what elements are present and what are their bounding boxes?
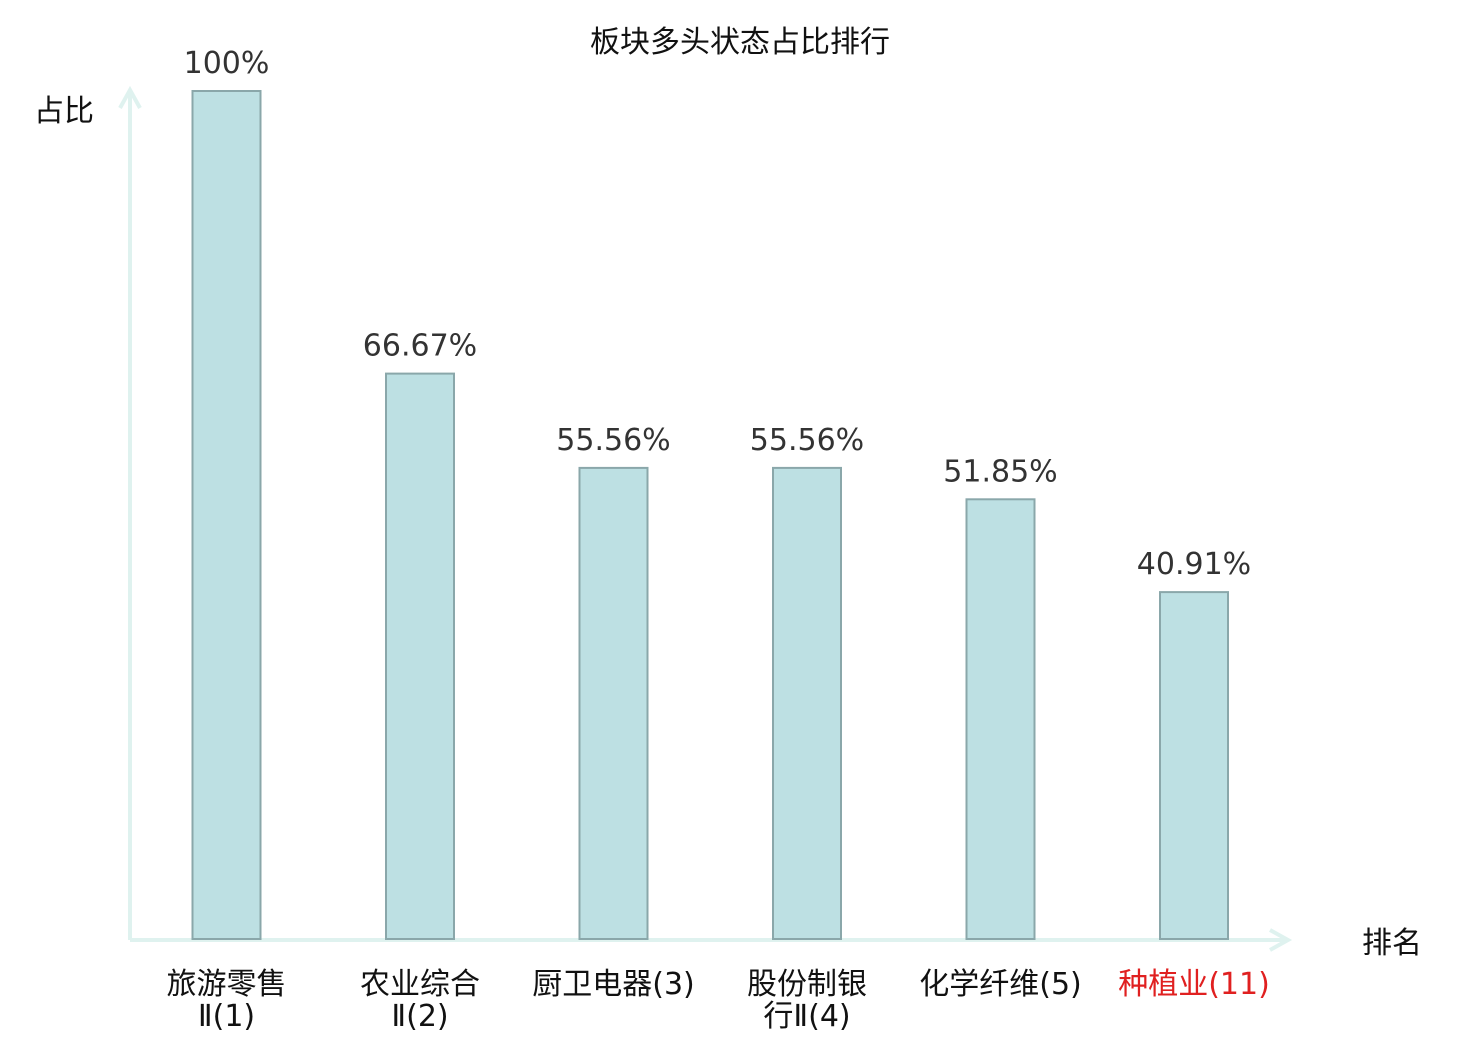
tick-label-1-line-1: 旅游零售 (167, 967, 287, 1002)
bar-2 (385, 372, 455, 941)
axes (118, 85, 1293, 952)
bars-group (191, 90, 1229, 941)
tick-label-5: 化学纤维(5) (919, 967, 1082, 1002)
x-axis-arrow (1269, 928, 1293, 952)
bar-5 (965, 498, 1036, 940)
y-axis-label: 占比 (34, 94, 94, 129)
tick-label-6-line-1: 种植业(11) (1118, 967, 1270, 1002)
value-label-4: 55.56% (750, 423, 864, 458)
tick-label-2-line-2: Ⅱ(2) (391, 999, 448, 1034)
bar-1 (191, 90, 262, 940)
value-label-6: 40.91% (1137, 547, 1251, 582)
tick-label-4-line-2: 行Ⅱ(4) (763, 999, 850, 1034)
chart-title: 板块多头状态占比排行 (590, 25, 890, 60)
tick-label-3: 厨卫电器(3) (532, 967, 695, 1002)
bar-3 (578, 466, 649, 940)
tick-label-4-line-1: 股份制银 (747, 967, 867, 1002)
value-label-3: 55.56% (556, 423, 670, 458)
tick-label-2-line-1: 农业综合 (360, 967, 480, 1002)
tick-label-6: 种植业(11) (1118, 967, 1270, 1002)
tick-label-1-line-2: Ⅱ(1) (198, 999, 255, 1034)
y-axis-arrow (118, 85, 142, 109)
tick-label-3-line-1: 厨卫电器(3) (532, 967, 695, 1002)
value-label-1: 100% (184, 46, 270, 81)
value-label-2: 66.67% (363, 329, 477, 364)
tick-label-5-line-1: 化学纤维(5) (919, 967, 1082, 1002)
value-label-5: 51.85% (943, 454, 1057, 489)
bar-6 (1159, 591, 1229, 940)
x-axis-label: 排名 (1362, 926, 1422, 961)
value-labels-group: 100% 66.67% 55.56% 55.56% 51.85% 40.91% (184, 46, 1252, 582)
bar-4 (772, 466, 842, 940)
